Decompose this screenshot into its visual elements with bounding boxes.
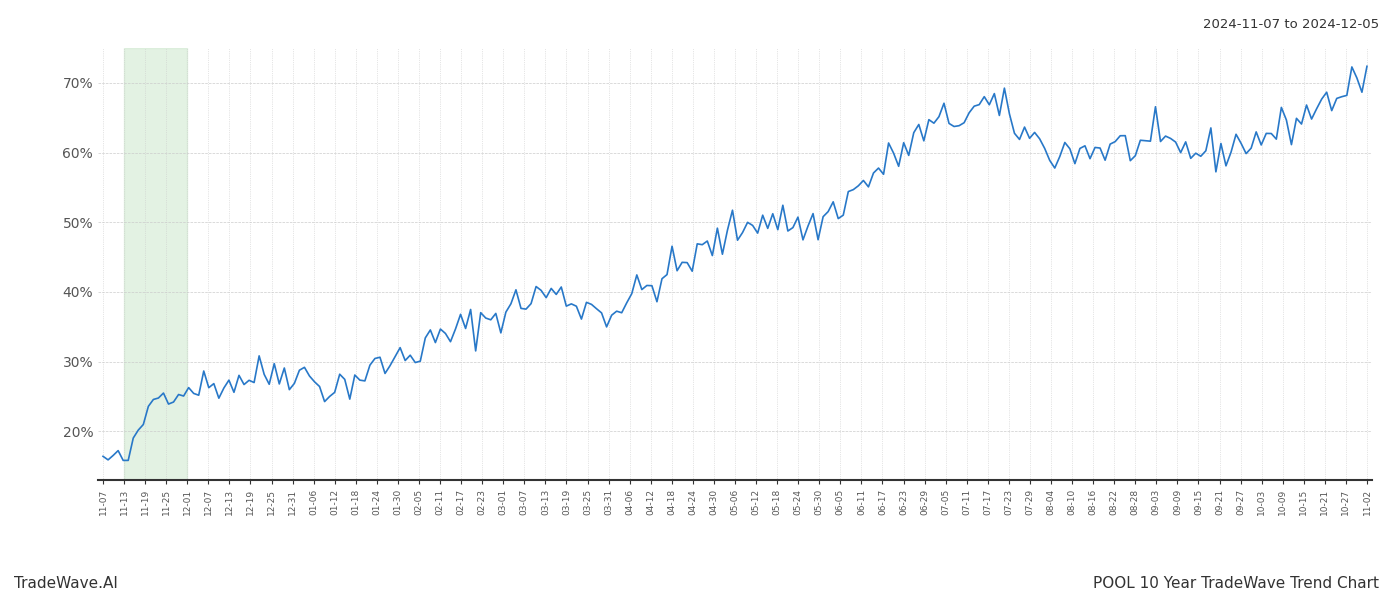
Text: POOL 10 Year TradeWave Trend Chart: POOL 10 Year TradeWave Trend Chart	[1093, 576, 1379, 591]
Text: TradeWave.AI: TradeWave.AI	[14, 576, 118, 591]
Text: 2024-11-07 to 2024-12-05: 2024-11-07 to 2024-12-05	[1203, 18, 1379, 31]
Bar	[125, 48, 188, 480]
